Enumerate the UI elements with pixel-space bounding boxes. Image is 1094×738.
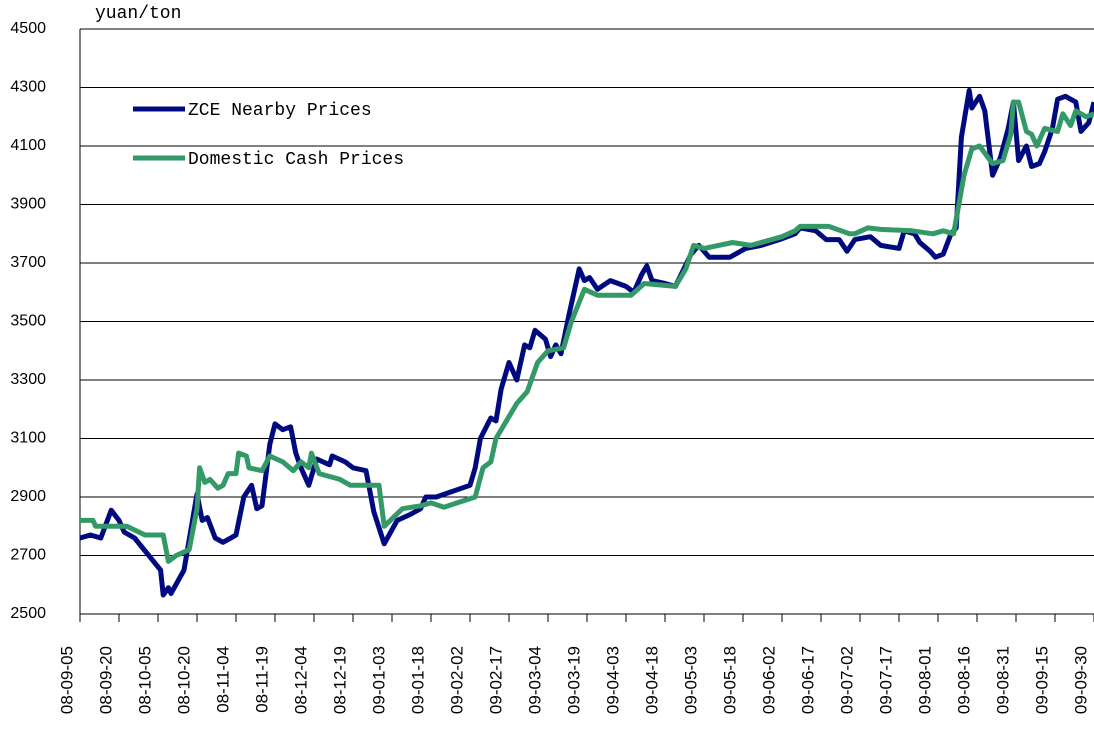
x-tick-label: 09-05-18 [720,646,739,714]
y-tick-label: 3700 [10,254,46,271]
x-tick-label: 08-12-19 [330,646,349,714]
x-tick-label: 09-06-02 [759,646,778,714]
x-tick-label: 09-04-03 [603,646,622,714]
x-tick-label: 09-03-19 [564,646,583,714]
y-tick-label: 4300 [10,79,46,96]
x-tick-label: 09-04-18 [642,646,661,714]
y-tick-label: 4500 [10,20,46,37]
x-tick-label: 09-02-02 [447,646,466,714]
x-tick-label: 09-07-17 [876,646,895,714]
y-axis-label: yuan/ton [95,4,181,24]
y-tick-label: 3900 [10,196,46,213]
y-tick-label: 2700 [10,547,46,564]
x-tick-label: 09-01-03 [369,646,388,714]
x-tick-label: 09-08-01 [915,646,934,714]
x-tick-label: 09-09-30 [1071,646,1090,714]
x-tick-label: 09-05-03 [681,646,700,714]
x-tick-label: 08-10-20 [174,646,193,714]
y-tick-label: 3100 [10,430,46,447]
series-line [79,87,1094,598]
x-tick-label: 09-08-31 [993,646,1012,714]
series-line [80,99,1094,564]
x-tick-label: 08-09-20 [96,646,115,714]
x-tick-label: 09-09-15 [1032,646,1051,714]
legend-label: ZCE Nearby Prices [188,101,372,121]
x-tick-label: 08-12-04 [291,646,310,714]
y-tick-label: 3500 [10,313,46,330]
x-tick-label: 09-07-02 [837,646,856,714]
x-tick-label: 09-08-16 [954,646,973,714]
x-tick-label: 09-02-17 [486,646,505,714]
x-tick-label: 08-10-05 [135,646,154,714]
x-tick-label: 09-06-17 [798,646,817,714]
y-tick-label: 2900 [10,488,46,505]
y-tick-label: 3300 [10,371,46,388]
y-tick-label: 4100 [10,137,46,154]
x-tick-label: 09-03-04 [525,646,544,714]
legend-label: Domestic Cash Prices [188,150,404,170]
y-tick-label: 2500 [10,605,46,622]
x-tick-label: 08-11-04 [213,646,232,713]
x-tick-label: 08-09-05 [57,646,76,714]
x-tick-label: 09-01-18 [408,646,427,714]
x-tick-label: 08-11-19 [252,646,271,713]
